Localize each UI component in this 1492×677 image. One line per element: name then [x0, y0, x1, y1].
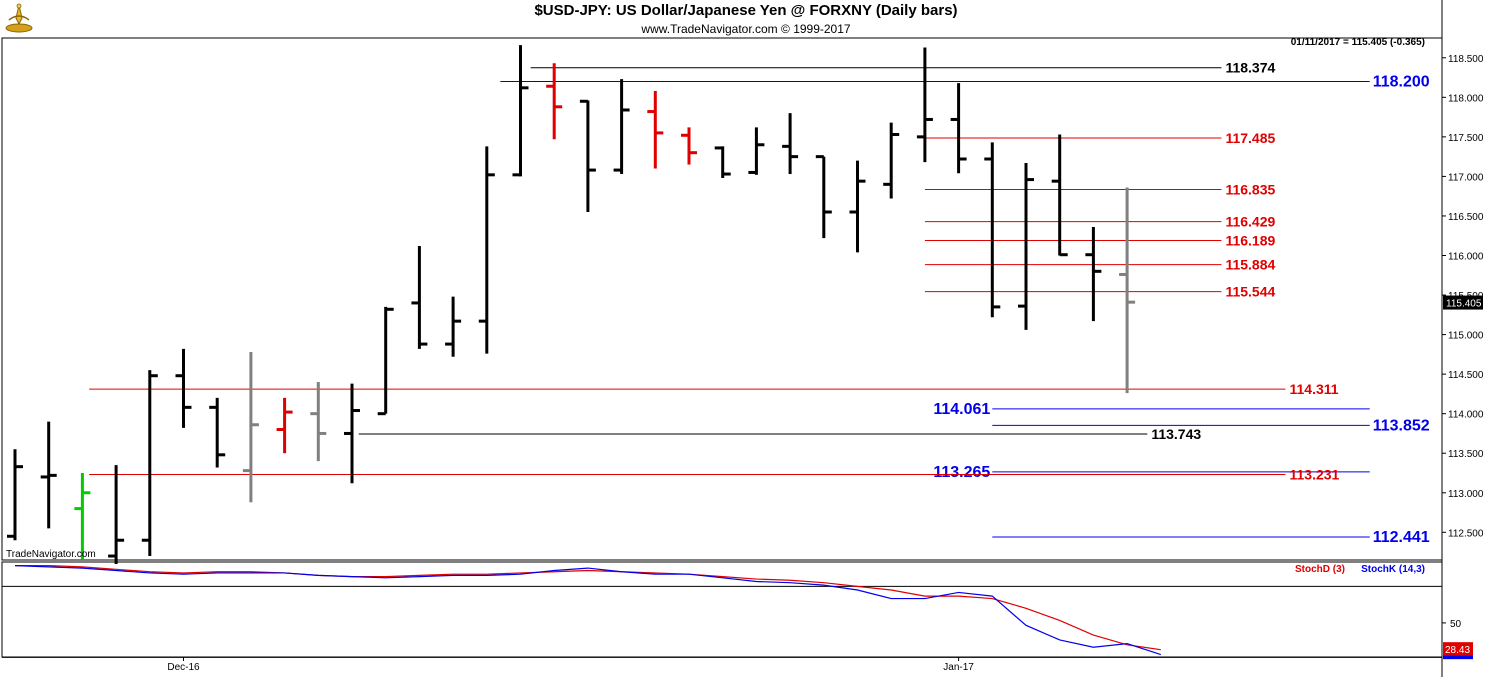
level-label: 113.231: [1289, 467, 1339, 483]
stochastic-panel: 50 StochD (3) StochK (14,3) 28.43: [1, 561, 1473, 660]
ohlc-bar: [445, 296, 462, 357]
stoch-last-label: 28.43: [1445, 645, 1470, 656]
ohlc-bar: [377, 306, 394, 416]
chart-header: [0, 0, 1492, 38]
ohlc-bar: [782, 113, 799, 175]
level-label: 112.441: [1373, 529, 1430, 546]
y-tick-label: 116.000: [1448, 252, 1484, 263]
y-tick-label: 115.000: [1448, 331, 1484, 342]
ohlc-bar: [1018, 162, 1034, 330]
level-label: 113.265: [933, 464, 990, 481]
trade-navigator-logo: [5, 3, 33, 33]
ohlc-bar: [579, 99, 596, 212]
level-label: 116.835: [1225, 181, 1275, 197]
ohlc-bar: [310, 382, 327, 462]
level-label: 114.311: [1289, 381, 1338, 397]
ohlc-bar: [344, 383, 360, 484]
ohlc-bar: [1051, 134, 1068, 257]
price-axis: 112.500 113.000 113.500 114.000 114.500 115.0…: [1442, 54, 1484, 539]
ohlc-bar: [141, 370, 158, 557]
level-label: 115.544: [1225, 284, 1275, 300]
last-price-box: [1443, 295, 1483, 310]
ohlc-bar: [748, 127, 765, 175]
ohlc-bar: [276, 397, 293, 454]
stoch-series-line: [14, 565, 1161, 656]
y-tick-label: 117.500: [1448, 133, 1484, 144]
ohlc-bar: [681, 127, 697, 165]
ohlc-bar: [242, 351, 259, 503]
ohlc-bar: [411, 246, 428, 349]
ohlc-bar: [647, 90, 664, 169]
y-tick-label: 114.500: [1448, 370, 1484, 381]
ohlc-bar: [7, 449, 23, 541]
stoch-k-legend: StochK (14,3): [1361, 564, 1425, 575]
ohlc-bar: [883, 122, 900, 199]
watermark-text: TradeNavigator.com: [6, 549, 96, 560]
stoch-last-box: [1443, 642, 1473, 656]
ohlc-bar: [984, 142, 1001, 318]
price-bars: [7, 45, 1136, 564]
last-price-label: 115.405: [1446, 299, 1482, 310]
y-tick-label: 118.500: [1448, 54, 1484, 65]
level-label: 118.200: [1373, 74, 1430, 91]
stoch-last-box-k: [1443, 655, 1473, 660]
level-label: 115.884: [1225, 257, 1275, 273]
ohlc-bar: [209, 397, 226, 468]
level-label: 113.852: [1373, 417, 1430, 434]
level-label: 116.429: [1225, 214, 1275, 230]
ohlc-bar: [714, 146, 731, 178]
level-label: 118.374: [1225, 60, 1275, 76]
level-label: 117.485: [1225, 130, 1275, 146]
ohlc-bar: [613, 79, 630, 175]
ohlc-bar: [916, 47, 933, 163]
ohlc-bar: [1085, 227, 1102, 322]
ohlc-bar: [849, 160, 866, 253]
ohlc-bar: [546, 63, 563, 140]
ohlc-bar: [478, 146, 495, 354]
chart-title: $USD-JPY: US Dollar/Japanese Yen @ FORXN…: [534, 2, 958, 19]
level-lines: 118.374 118.200 117.485 116.835 116.429 116.1…: [89, 60, 1430, 546]
level-label: 116.189: [1225, 233, 1275, 249]
level-label: 114.061: [933, 401, 990, 418]
price-panel: [1, 0, 1443, 677]
y-tick-label: 113.000: [1448, 489, 1484, 500]
y-tick-label: 117.000: [1448, 172, 1484, 183]
y-tick-label: 113.500: [1448, 449, 1484, 460]
y-tick-label: 112.500: [1448, 528, 1484, 539]
x-tick-label: Jan-17: [943, 662, 974, 673]
stoch-d-legend: StochD (3): [1295, 564, 1345, 575]
chart-subtitle: www.TradeNavigator.com © 1999-2017: [641, 22, 851, 36]
x-tick-label: Dec-16: [167, 662, 200, 673]
ohlc-bar: [512, 45, 529, 177]
date-axis: Dec-16 Jan-17: [167, 657, 974, 673]
stoch-series-line: [15, 565, 1161, 651]
ohlc-bar: [815, 155, 832, 239]
ohlc-bar: [108, 465, 125, 564]
ohlc-bar: [175, 348, 192, 428]
ohlc-bar: [40, 421, 57, 529]
ohlc-bar: [74, 473, 91, 560]
level-label: 113.743: [1151, 426, 1201, 442]
y-tick-label: 118.000: [1448, 93, 1484, 104]
stoch-tick-label: 50: [1450, 619, 1462, 630]
ohlc-bar: [1119, 187, 1136, 394]
last-quote-readout: 01/11/2017 = 115.405 (-0.365): [1291, 37, 1425, 48]
y-tick-label: 116.500: [1448, 212, 1484, 223]
y-tick-label: 114.000: [1448, 410, 1484, 421]
ohlc-bar: [950, 83, 967, 174]
